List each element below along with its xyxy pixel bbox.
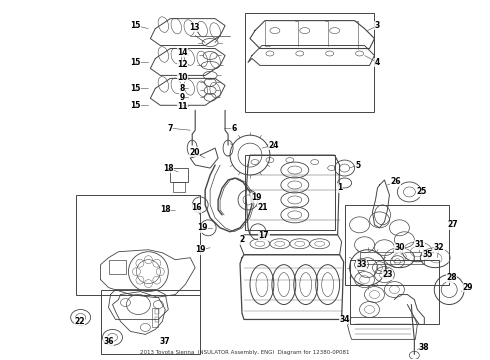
Text: 33: 33 [356,260,367,269]
Text: 27: 27 [447,220,458,229]
Bar [152,307,158,328]
Text: 3: 3 [375,21,380,30]
Text: 21: 21 [258,203,268,212]
Bar [155,310,159,315]
Text: 31: 31 [414,240,424,249]
Text: 25: 25 [416,188,426,197]
Text: 16: 16 [191,203,201,212]
Text: 15: 15 [130,21,141,30]
Text: 32: 32 [434,243,444,252]
Text: 23: 23 [382,270,392,279]
Bar [108,260,126,274]
Text: 11: 11 [177,102,188,111]
Text: 37: 37 [160,337,171,346]
Text: 15: 15 [130,58,141,67]
Bar [245,155,335,230]
Text: 1: 1 [337,184,342,193]
Bar [245,13,374,112]
Text: 13: 13 [189,23,199,32]
Text: 29: 29 [462,283,472,292]
Text: 18: 18 [160,206,171,215]
Text: 35: 35 [422,250,433,259]
Text: 9: 9 [180,93,185,102]
Text: 15: 15 [130,84,141,93]
Text: 14: 14 [177,48,188,57]
Bar [344,205,449,285]
Bar [75,195,200,294]
Text: 19: 19 [195,245,205,254]
Bar [360,252,424,264]
Text: 36: 36 [103,337,114,346]
Text: 24: 24 [269,141,279,150]
Bar [349,260,439,324]
Text: 34: 34 [340,315,350,324]
Text: 2: 2 [240,235,245,244]
Text: 15: 15 [130,101,141,110]
Text: 22: 22 [74,317,85,326]
Text: 5: 5 [355,161,360,170]
Bar [173,182,185,192]
Text: 12: 12 [177,60,188,69]
Text: 7: 7 [168,124,173,133]
Text: 20: 20 [189,148,199,157]
Text: 38: 38 [419,343,430,352]
Text: 26: 26 [390,177,401,186]
Bar [171,168,188,182]
Text: 28: 28 [446,273,457,282]
Text: 4: 4 [375,58,380,67]
Text: 2013 Toyota Sienna  INSULATOR Assembly, ENGI  Diagram for 12380-0P081: 2013 Toyota Sienna INSULATOR Assembly, E… [140,350,350,355]
Text: 6: 6 [231,124,237,133]
Text: 30: 30 [394,243,405,252]
Bar [155,318,159,323]
Text: 10: 10 [177,73,188,82]
Text: 18: 18 [163,163,173,172]
Bar [100,289,200,354]
Text: 8: 8 [179,84,185,93]
Text: 17: 17 [259,231,269,240]
Text: 19: 19 [197,223,207,232]
Text: 19: 19 [251,193,261,202]
